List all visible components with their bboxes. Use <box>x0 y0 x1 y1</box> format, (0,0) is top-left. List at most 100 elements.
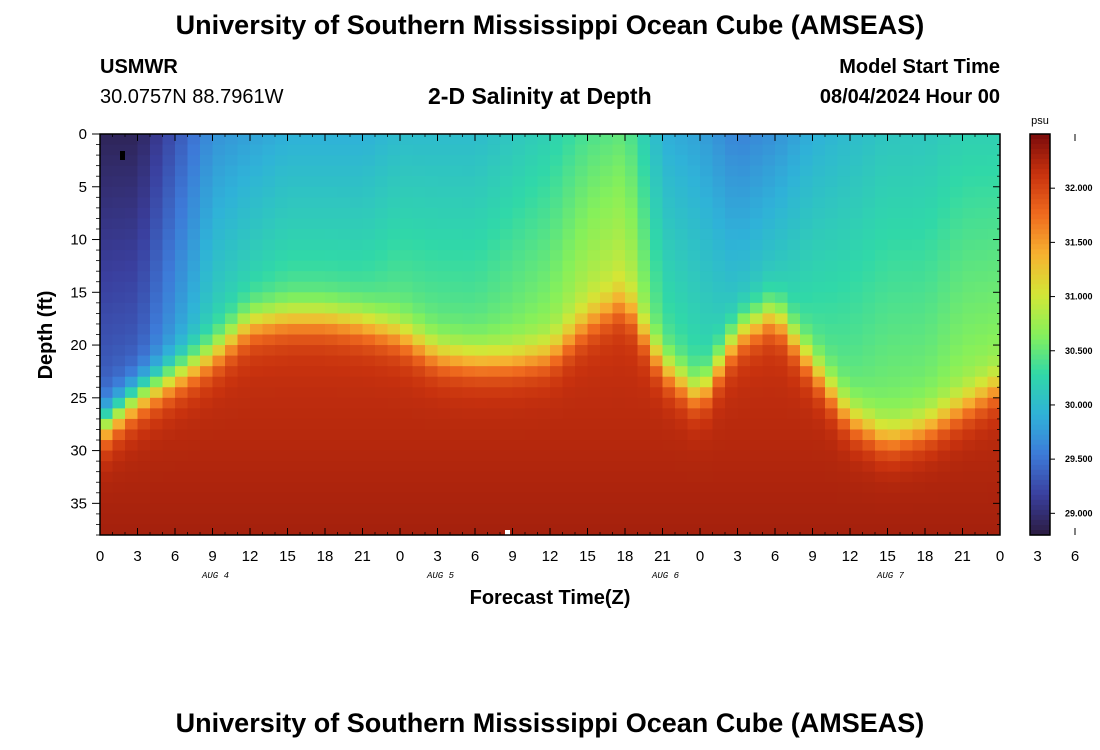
heatmap-cell <box>225 218 239 230</box>
heatmap-cell <box>475 323 489 336</box>
heatmap-cell <box>875 260 889 272</box>
heatmap-cell <box>437 429 451 441</box>
heatmap-cell <box>687 207 701 220</box>
heatmap-cell <box>850 144 864 156</box>
colorbar-tick-label: 32.000 <box>1065 183 1093 193</box>
heatmap-cell <box>575 323 589 336</box>
heatmap-cell <box>375 397 389 409</box>
heatmap-cell <box>537 176 551 188</box>
heatmap-cell <box>300 513 314 526</box>
heatmap-cell <box>225 492 239 504</box>
heatmap-cell <box>100 440 114 452</box>
heatmap-cell <box>562 334 576 346</box>
heatmap-cell <box>600 176 614 188</box>
heatmap-cell <box>762 207 776 220</box>
heatmap-cell <box>175 334 189 346</box>
heatmap-cell <box>737 482 751 494</box>
heatmap-cell <box>850 387 864 399</box>
heatmap-cell <box>575 292 589 304</box>
heatmap-cell <box>962 355 976 367</box>
heatmap-cell <box>812 355 826 367</box>
heatmap-cell <box>375 440 389 452</box>
heatmap-cell <box>987 482 1000 494</box>
heatmap-cell <box>562 239 576 251</box>
heatmap-cell <box>425 450 439 462</box>
x-tick-label: 6 <box>171 548 179 565</box>
heatmap-cell <box>462 197 476 209</box>
heatmap-cell <box>812 418 826 431</box>
heatmap-cell <box>650 207 664 220</box>
heatmap-cell <box>625 418 639 431</box>
heatmap-cell <box>937 440 951 452</box>
heatmap-cell <box>687 144 701 156</box>
x-axis: 0369121518210369121518210369121518210369… <box>96 134 1079 581</box>
heatmap-cell <box>525 313 539 325</box>
heatmap-cell <box>900 397 914 409</box>
heatmap-cell <box>162 165 176 177</box>
heatmap-cell <box>475 239 489 251</box>
heatmap-cell <box>887 176 901 188</box>
heatmap-cell <box>587 355 601 367</box>
heatmap-cell <box>787 450 801 462</box>
heatmap-cell <box>812 524 826 535</box>
heatmap-cell <box>750 440 764 452</box>
heatmap-cell <box>287 260 301 272</box>
heatmap-cell <box>750 176 764 188</box>
heatmap-cell <box>200 471 214 483</box>
heatmap-cell <box>262 429 276 441</box>
heatmap-cell <box>712 176 726 188</box>
day-label: AUG 5 <box>426 571 455 581</box>
heatmap-cell <box>712 281 726 293</box>
heatmap-cell <box>712 440 726 452</box>
heatmap-cell <box>612 440 626 452</box>
heatmap-cell <box>887 461 901 473</box>
heatmap-cell <box>162 186 176 198</box>
heatmap-cell <box>112 302 126 314</box>
heatmap-cell <box>712 429 726 441</box>
heatmap-cell <box>450 450 464 462</box>
heatmap-cell <box>537 292 551 304</box>
heatmap-cell <box>425 218 439 230</box>
heatmap-cell <box>337 397 351 409</box>
heatmap-cell <box>612 397 626 409</box>
heatmap-cell <box>162 228 176 241</box>
heatmap-cell <box>462 239 476 251</box>
heatmap-cell <box>425 292 439 304</box>
heatmap-cell <box>225 144 239 156</box>
heatmap-cell <box>550 271 564 283</box>
heatmap-cell <box>950 218 964 230</box>
heatmap-cell <box>837 197 851 209</box>
heatmap-cell <box>412 144 426 156</box>
heatmap-cell <box>700 323 714 336</box>
heatmap-cell <box>887 207 901 220</box>
heatmap-cell <box>625 197 639 209</box>
heatmap-cell <box>412 450 426 462</box>
heatmap-cell <box>100 471 114 483</box>
heatmap-cell <box>287 345 301 357</box>
heatmap-cell <box>287 334 301 346</box>
heatmap-cell <box>212 207 226 220</box>
heatmap-cell <box>625 440 639 452</box>
heatmap-cell <box>100 144 114 156</box>
heatmap-cell <box>450 461 464 473</box>
heatmap-cell <box>150 387 164 399</box>
heatmap-cell <box>850 408 864 420</box>
heatmap-cell <box>362 524 376 535</box>
heatmap-cell <box>112 323 126 336</box>
heatmap-cell <box>100 271 114 283</box>
heatmap-cell <box>500 271 514 283</box>
heatmap-cell <box>875 450 889 462</box>
heatmap-cell <box>462 313 476 325</box>
heatmap-cell <box>237 450 251 462</box>
heatmap-cell <box>212 482 226 494</box>
heatmap-cell <box>425 503 439 515</box>
heatmap-cell <box>437 218 451 230</box>
heatmap-cell <box>875 176 889 188</box>
heatmap-cell <box>250 440 264 452</box>
heatmap-cell <box>137 313 151 325</box>
heatmap-cell <box>175 176 189 188</box>
heatmap-cell <box>437 186 451 198</box>
x-tick-label: 0 <box>996 548 1004 565</box>
heatmap-cell <box>612 313 626 325</box>
heatmap-cell <box>562 144 576 156</box>
